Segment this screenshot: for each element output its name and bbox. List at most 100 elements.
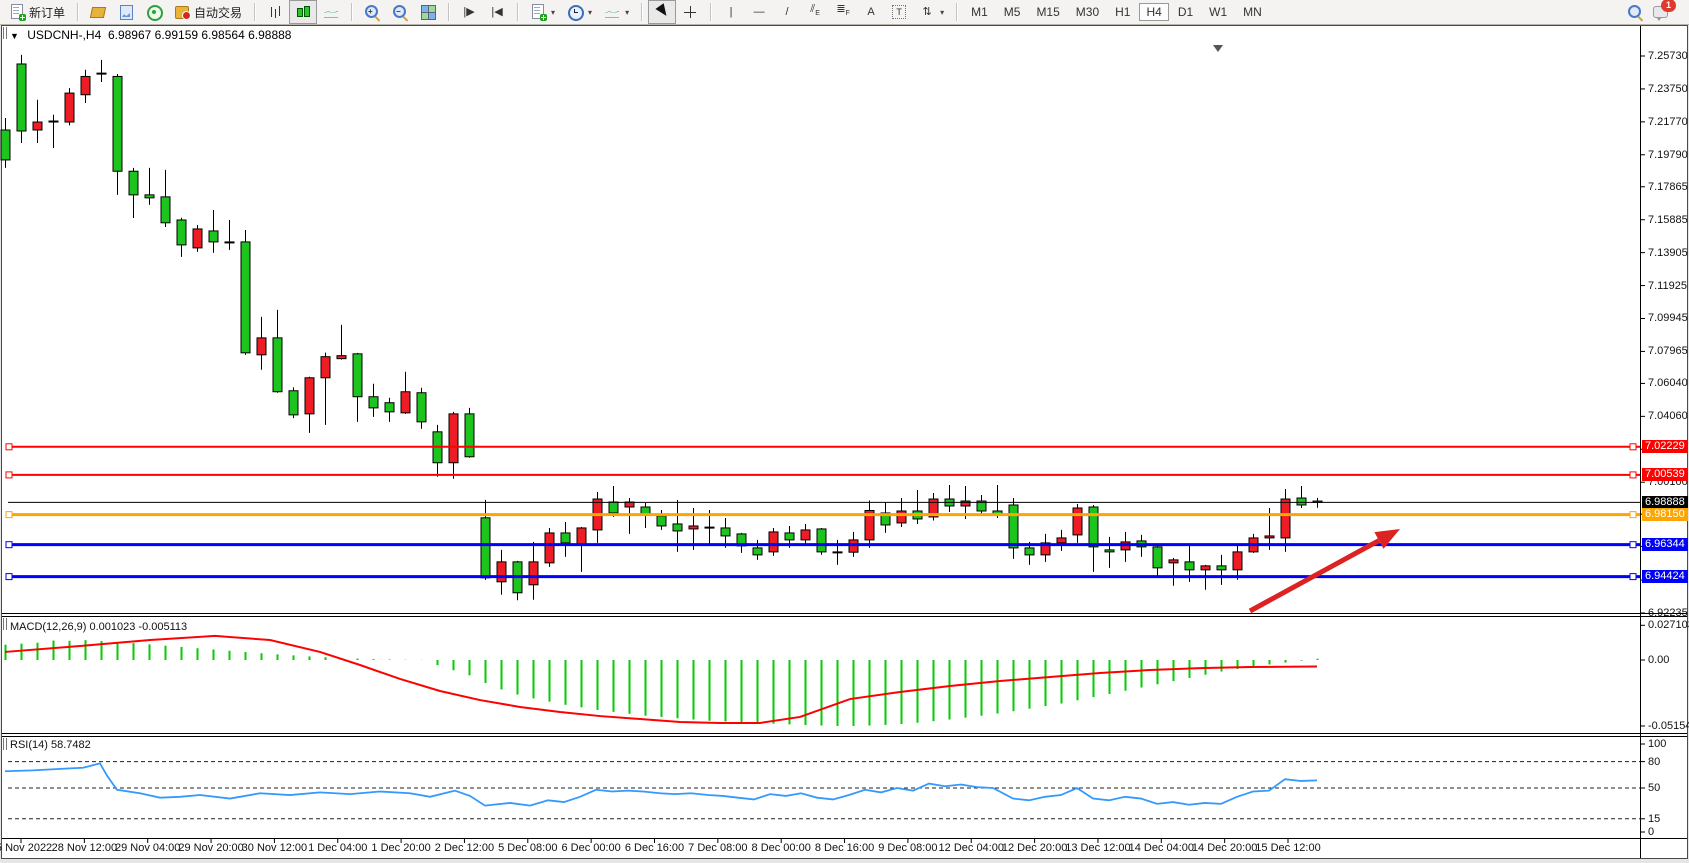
date-label-9 Dec 08:00[interactable]: 9 Dec 08:00: [878, 842, 938, 854]
timeframe-M30[interactable]: M30: [1075, 5, 1100, 19]
rsi-axis-label-0: 0: [1648, 826, 1655, 838]
candle-body: [1232, 551, 1243, 571]
candle-body: [1024, 547, 1035, 556]
signals-button[interactable]: [140, 0, 168, 24]
new-order-button[interactable]: 新订单: [3, 0, 71, 24]
new-chart-button[interactable]: ▾: [524, 0, 561, 24]
date-label-6 Dec 16:00[interactable]: 6 Dec 16:00: [624, 842, 685, 854]
auto-scroll-button[interactable]: |▶: [455, 0, 483, 24]
line-handle: [1629, 541, 1637, 549]
arrows-tool-button[interactable]: ⇅ ▾: [913, 0, 950, 24]
candle-body: [816, 528, 827, 553]
timeframe-H4[interactable]: H4: [1139, 3, 1169, 21]
bar-chart-mode-button[interactable]: [261, 0, 289, 24]
fibonacci-tool-button[interactable]: ≣F: [829, 0, 857, 24]
candle-body: [928, 498, 939, 518]
candle-body: [1264, 535, 1275, 539]
cursor-tool-button[interactable]: [648, 0, 677, 24]
candle-body: [1200, 565, 1211, 571]
date-label-7 Dec 08:00[interactable]: 7 Dec 08:00: [688, 842, 748, 854]
horizontal-line-icon: —: [753, 6, 765, 18]
candle-body: [1152, 546, 1163, 569]
data-window-button[interactable]: [112, 0, 140, 24]
candle-body: [1104, 549, 1115, 553]
date-label-30 Nov 12:00[interactable]: 30 Nov 12:00: [241, 842, 308, 854]
text-label-tool-button[interactable]: T: [885, 0, 913, 24]
timeframe-MN[interactable]: MN: [1243, 5, 1262, 19]
date-label-25 Nov 2022[interactable]: 25 Nov 2022: [0, 842, 53, 854]
rsi-axis-label-80: 80: [1648, 755, 1661, 768]
notification-badge: 1: [1661, 0, 1676, 12]
tile-windows-button[interactable]: [414, 0, 442, 24]
candle-body: [144, 194, 155, 199]
timeframe-H1[interactable]: H1: [1115, 5, 1131, 19]
chart-shift-button[interactable]: |◀: [483, 0, 511, 24]
zoom-out-button[interactable]: −: [386, 0, 414, 24]
timeframe-M15[interactable]: M15: [1036, 5, 1060, 19]
templates-button[interactable]: ▾: [598, 0, 635, 24]
rsi-indicator-label: RSI(14) 58.7482: [10, 739, 91, 751]
date-label-6 Dec 00:00[interactable]: 6 Dec 00:00: [561, 842, 621, 854]
line-chart-icon: [323, 4, 339, 20]
bar-chart-icon: [267, 4, 283, 20]
horizontal-line-tool-button[interactable]: —: [745, 0, 773, 24]
vertical-line-tool-button[interactable]: |: [717, 0, 745, 24]
new-chart-icon: [530, 4, 548, 21]
date-label-14 Dec 04:00[interactable]: 14 Dec 04:00: [1128, 842, 1195, 854]
auto-trading-button[interactable]: 自动交易: [168, 0, 248, 24]
date-label-1 Dec 20:00[interactable]: 1 Dec 20:00: [371, 842, 431, 854]
candle-body: [64, 92, 75, 123]
candle-body: [1184, 561, 1195, 571]
fibonacci-icon: ≣F: [836, 3, 850, 18]
timeframe-W1[interactable]: W1: [1209, 5, 1228, 19]
date-label-8 Dec 00:00[interactable]: 8 Dec 00:00: [751, 842, 811, 854]
date-label-13 Dec 12:00[interactable]: 13 Dec 12:00: [1065, 842, 1131, 854]
date-label-12 Dec 20:00[interactable]: 12 Dec 20:00: [1001, 842, 1068, 854]
line-handle: [1629, 511, 1637, 519]
date-label-29 Nov 20:00[interactable]: 29 Nov 20:00: [178, 842, 244, 854]
price-axis-label-7.23750: 7.23750: [1648, 82, 1688, 95]
collapse-triangle-icon[interactable]: ▼: [10, 31, 19, 41]
notifications-icon[interactable]: 1: [1653, 0, 1676, 21]
chart-window-border: [1, 25, 1688, 859]
date-label-8 Dec 16:00[interactable]: 8 Dec 16:00: [814, 842, 875, 854]
tile-windows-icon: [420, 4, 437, 20]
zoom-in-button[interactable]: +: [358, 0, 386, 24]
price-badge-6.96344: 6.96344: [1642, 538, 1688, 552]
periods-button[interactable]: ▾: [561, 0, 598, 24]
candle-body: [416, 392, 427, 423]
candle-body: [896, 510, 907, 524]
timeframe-M1[interactable]: M1: [971, 5, 988, 19]
text-label-icon: T: [891, 4, 907, 20]
date-label-12 Dec 04:00[interactable]: 12 Dec 04:00: [938, 842, 1004, 854]
date-label-2 Dec 12:00[interactable]: 2 Dec 12:00: [434, 842, 495, 854]
date-label-28 Nov 12:00[interactable]: 28 Nov 12:00: [51, 842, 118, 854]
trendline-tool-button[interactable]: /: [773, 0, 801, 24]
line-chart-mode-button[interactable]: [317, 0, 345, 24]
price-badge-6.98150: 6.98150: [1642, 508, 1688, 522]
candle-body: [464, 413, 475, 458]
price-axis-label-7.11925: 7.11925: [1648, 279, 1687, 292]
candlestick-mode-button[interactable]: [289, 0, 318, 24]
price-axis-label-7.09945: 7.09945: [1648, 312, 1688, 325]
timeframe-M5[interactable]: M5: [1003, 5, 1021, 19]
date-label-15 Dec 12:00[interactable]: 15 Dec 12:00: [1255, 842, 1321, 854]
crosshair-tool-button[interactable]: [676, 0, 704, 24]
text-tool-button[interactable]: A: [857, 0, 885, 24]
rsi-axis-label-15: 15: [1648, 812, 1661, 825]
candle-body: [272, 337, 283, 393]
search-icon[interactable]: [1627, 4, 1643, 20]
channel-tool-button[interactable]: ⫽E: [801, 0, 829, 24]
date-label-5 Dec 08:00[interactable]: 5 Dec 08:00: [498, 842, 558, 854]
date-label-29 Nov 04:00[interactable]: 29 Nov 04:00: [114, 842, 181, 854]
dropdown-arrow-icon: ▾: [588, 7, 593, 17]
candle-body: [704, 526, 715, 529]
date-label-14 Dec 20:00[interactable]: 14 Dec 20:00: [1191, 842, 1258, 854]
timeframe-D1[interactable]: D1: [1177, 5, 1194, 19]
arrows-tool-icon: ⇅: [922, 6, 932, 18]
zoom-out-icon: −: [392, 4, 408, 20]
candle-body: [128, 170, 139, 196]
templates-icon: [604, 4, 620, 20]
date-label-1 Dec 04:00[interactable]: 1 Dec 04:00: [308, 842, 368, 854]
